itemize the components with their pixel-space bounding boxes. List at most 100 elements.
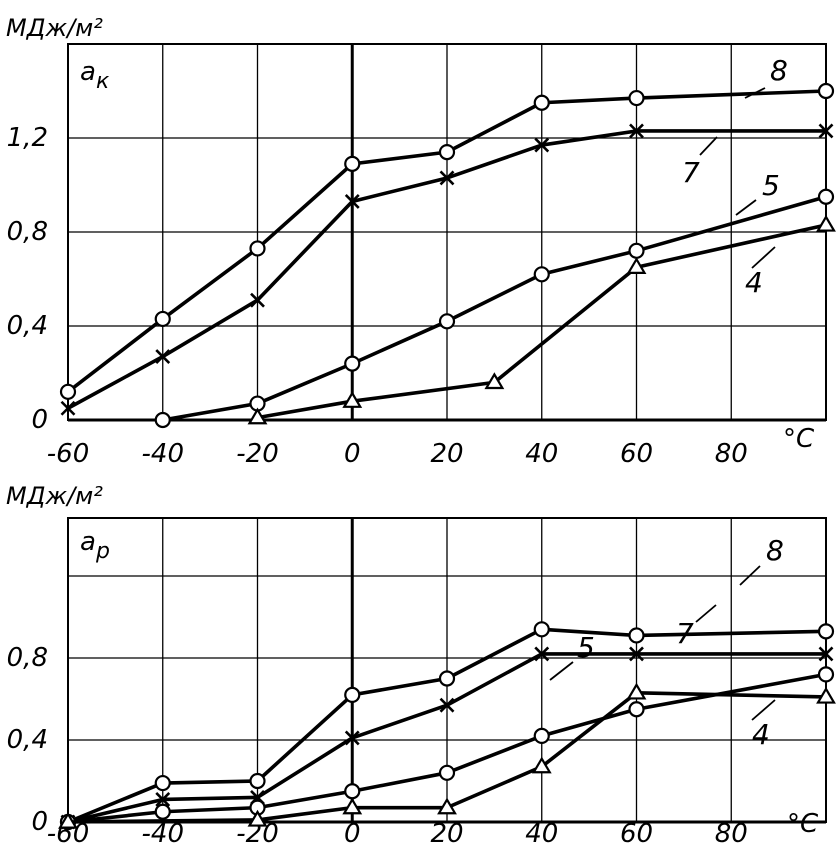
data-point-triangle — [247, 407, 268, 425]
data-point-circle — [154, 774, 171, 792]
data-point-x — [60, 400, 76, 416]
y-tick-label: 0,4 — [7, 311, 48, 341]
data-point-x — [534, 137, 550, 153]
data-point-circle — [344, 686, 361, 704]
data-point-x — [818, 123, 834, 139]
curve-label-leader — [744, 87, 766, 99]
data-point-circle — [249, 772, 266, 790]
data-point-circle — [438, 313, 456, 330]
curve-label-leader — [751, 699, 776, 721]
data-point-x — [344, 194, 360, 209]
series-7: 7 — [60, 123, 834, 416]
series-5: 5 — [59, 631, 835, 831]
data-point-x — [439, 170, 455, 186]
x-unit-label: °C — [787, 809, 819, 839]
curve-label: 5 — [762, 169, 780, 202]
data-point-circle — [628, 701, 645, 718]
data-point-circle — [817, 666, 835, 683]
data-point-circle — [533, 727, 550, 745]
y-unit-label: МДж/м² — [6, 14, 103, 42]
x-tick-label: 20 — [430, 439, 463, 469]
series-4: 4 — [58, 682, 836, 829]
data-point-circle — [154, 411, 171, 429]
x-tick-label: 80 — [715, 819, 748, 849]
x-tick-label: 0 — [344, 439, 361, 469]
data-point-triangle — [247, 809, 268, 827]
data-point-triangle — [816, 214, 836, 232]
series-line — [67, 672, 827, 824]
data-point-circle — [344, 783, 361, 800]
curve-label: 4 — [752, 718, 770, 751]
curve-label-leader — [751, 246, 776, 269]
curve-label: 5 — [577, 631, 595, 664]
x-tick-label: 60 — [620, 439, 653, 469]
x-tick-label: 40 — [525, 439, 558, 469]
impact-strength-chart: 0 0,4 0,8 1,2 -60 -40 -20 0 20 40 60 80 °C МДж/м² aк 8 7… — [6, 14, 836, 469]
data-point-circle — [344, 355, 361, 372]
data-point-triangle — [437, 797, 457, 815]
data-point-circle — [533, 94, 550, 111]
series-5: 5 — [154, 169, 835, 429]
x-tick-label: -60 — [47, 439, 89, 469]
x-tick-label: -40 — [142, 819, 184, 849]
data-point-circle — [154, 803, 171, 820]
data-point-circle — [533, 621, 550, 638]
data-point-triangle — [342, 391, 363, 408]
curve-label-leader — [695, 604, 717, 623]
data-point-x — [818, 646, 834, 662]
data-point-triangle — [816, 686, 836, 704]
panel-label: aк — [80, 57, 110, 94]
data-point-triangle — [484, 372, 505, 390]
data-point-x — [155, 792, 171, 807]
y-tick-label: 0 — [31, 807, 48, 837]
data-point-x — [344, 730, 360, 746]
x-tick-label: 40 — [525, 819, 558, 849]
x-tick-label: -20 — [236, 439, 278, 469]
data-point-circle — [628, 627, 645, 644]
series-8: 8 — [59, 54, 835, 400]
panel-label-subscript: р — [95, 539, 110, 564]
data-point-circle — [438, 764, 456, 781]
curve-label-leader — [739, 565, 761, 586]
data-point-x — [629, 123, 644, 139]
x-tick-label: 0 — [344, 819, 361, 849]
data-point-triangle — [626, 682, 647, 700]
data-point-x — [155, 349, 171, 364]
y-tick-label: 0,8 — [7, 217, 48, 247]
y-tick-label: 0 — [31, 405, 48, 435]
curve-label: 4 — [745, 266, 763, 299]
series-line — [67, 652, 826, 824]
curve-label-leader — [549, 661, 574, 681]
data-point-circle — [154, 310, 171, 328]
curve-label: 8 — [766, 534, 784, 567]
x-unit-label: °C — [783, 424, 815, 454]
y-tick-label: 0,4 — [7, 725, 48, 755]
curve-label-leader — [735, 199, 757, 216]
panel-label-subscript: к — [96, 69, 110, 94]
data-point-triangle — [342, 797, 363, 815]
series-7: 7 — [60, 604, 834, 830]
data-point-circle — [817, 188, 835, 205]
data-point-x — [439, 697, 455, 713]
x-tick-label: 80 — [715, 439, 748, 469]
series-line — [67, 129, 826, 410]
data-point-circle — [344, 155, 361, 172]
data-point-x — [629, 646, 644, 662]
data-point-circle — [438, 144, 456, 161]
data-point-x — [250, 292, 265, 308]
panel-label: aр — [80, 527, 110, 564]
data-point-triangle — [626, 257, 647, 274]
data-point-x — [534, 646, 550, 662]
data-point-circle — [533, 266, 550, 283]
curve-label: 8 — [770, 54, 788, 87]
data-point-triangle — [531, 756, 552, 774]
curve-label-leader — [699, 136, 718, 156]
data-point-triangle — [58, 811, 78, 829]
x-tick-label: 20 — [430, 819, 463, 849]
series-4: 4 — [247, 214, 836, 425]
x-tick-label: -40 — [142, 439, 184, 469]
curve-label: 7 — [682, 156, 700, 189]
y-tick-label: 0,8 — [7, 643, 48, 673]
